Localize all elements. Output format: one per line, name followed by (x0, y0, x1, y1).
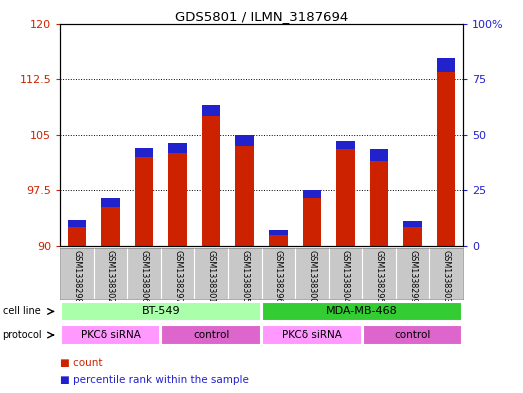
Text: PKCδ siRNA: PKCδ siRNA (282, 330, 342, 340)
Bar (336, 149, 355, 246)
Text: cell line: cell line (3, 307, 40, 316)
Bar (235, 134, 254, 146)
Text: GSM1338305: GSM1338305 (240, 250, 249, 303)
Bar (168, 153, 187, 246)
Bar (101, 198, 120, 207)
Bar (168, 143, 187, 153)
Text: GSM1338304: GSM1338304 (341, 250, 350, 303)
Text: ■ count: ■ count (60, 358, 103, 367)
Bar (403, 227, 422, 246)
Bar (403, 221, 422, 227)
Bar (262, 325, 361, 345)
Bar (363, 325, 462, 345)
Bar (135, 157, 153, 246)
Bar (370, 160, 388, 246)
Bar (303, 198, 321, 246)
Text: MDA-MB-468: MDA-MB-468 (326, 307, 398, 316)
Text: PKCδ siRNA: PKCδ siRNA (81, 330, 140, 340)
Text: GDS5801 / ILMN_3187694: GDS5801 / ILMN_3187694 (175, 10, 348, 23)
Bar (162, 325, 261, 345)
Text: BT-549: BT-549 (142, 307, 180, 316)
Bar (269, 230, 288, 235)
Bar (336, 141, 355, 149)
Bar (67, 227, 86, 246)
Bar (61, 325, 160, 345)
Bar (303, 190, 321, 198)
Text: GSM1338301: GSM1338301 (207, 250, 215, 303)
Text: GSM1338297: GSM1338297 (173, 250, 182, 304)
Bar (202, 105, 220, 116)
Text: GSM1338303: GSM1338303 (441, 250, 451, 303)
Bar (101, 207, 120, 246)
Bar (67, 220, 86, 227)
Text: GSM1338298: GSM1338298 (72, 250, 82, 304)
Bar (135, 148, 153, 157)
Text: GSM1338306: GSM1338306 (140, 250, 149, 303)
Text: GSM1338300: GSM1338300 (308, 250, 316, 303)
Text: GSM1338299: GSM1338299 (408, 250, 417, 304)
Bar (262, 301, 462, 321)
Bar (269, 235, 288, 246)
Text: control: control (193, 330, 230, 340)
Text: GSM1338295: GSM1338295 (374, 250, 383, 304)
Bar (437, 72, 456, 246)
Bar (235, 146, 254, 246)
Text: GSM1338296: GSM1338296 (274, 250, 283, 304)
Bar (370, 149, 388, 160)
Bar (61, 301, 261, 321)
Bar (202, 116, 220, 246)
Bar (437, 59, 456, 72)
Text: GSM1338302: GSM1338302 (106, 250, 115, 303)
Text: protocol: protocol (3, 330, 42, 340)
Text: control: control (394, 330, 431, 340)
Text: ■ percentile rank within the sample: ■ percentile rank within the sample (60, 375, 249, 385)
